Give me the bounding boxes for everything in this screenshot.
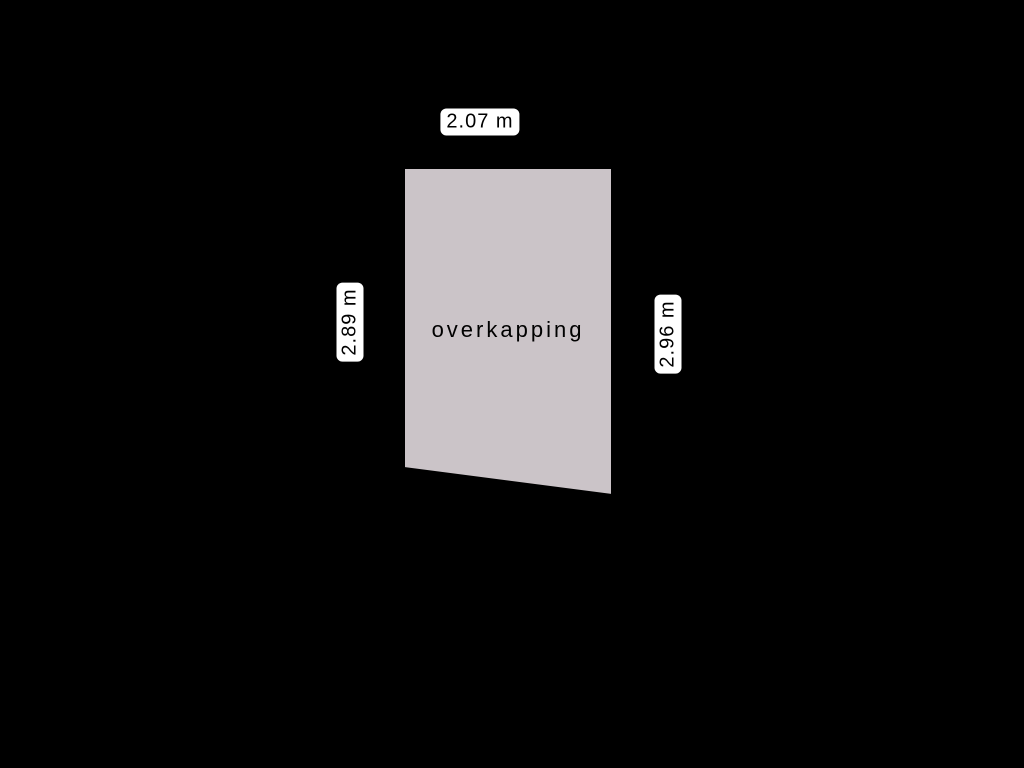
dimension-left: 2.89 m <box>337 282 364 361</box>
room-label-overkapping: overkapping <box>432 317 585 343</box>
dimension-right: 2.96 m <box>655 294 682 373</box>
dimension-top: 2.07 m <box>440 109 519 136</box>
floorplan-canvas: overkapping 2.07 m 2.89 m 2.96 m <box>0 0 1024 768</box>
